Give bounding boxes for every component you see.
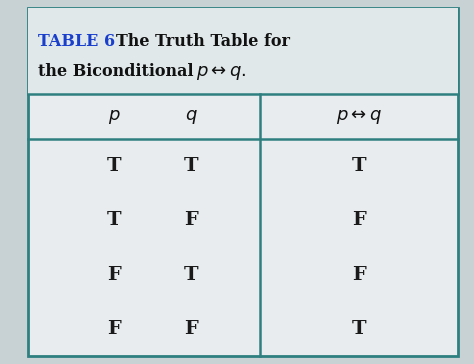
Text: T: T [184, 157, 199, 175]
Text: $q$: $q$ [185, 107, 198, 126]
Text: F: F [184, 320, 198, 338]
Text: the Biconditional: the Biconditional [38, 63, 193, 79]
Bar [28, 8, 458, 94]
Text: T: T [107, 157, 121, 175]
Text: F: F [352, 211, 366, 229]
Text: F: F [107, 320, 121, 338]
Text: T: T [352, 157, 366, 175]
Text: $p$: $p$ [108, 107, 120, 126]
Text: TABLE 6: TABLE 6 [38, 33, 115, 51]
Text: The Truth Table for: The Truth Table for [116, 33, 290, 51]
Text: $p \leftrightarrow q$: $p \leftrightarrow q$ [336, 107, 382, 126]
Text: T: T [352, 320, 366, 338]
Text: T: T [184, 266, 199, 284]
Text: F: F [184, 211, 198, 229]
Text: F: F [107, 266, 121, 284]
Text: T: T [107, 211, 121, 229]
Text: F: F [352, 266, 366, 284]
Text: $p \leftrightarrow q.$: $p \leftrightarrow q.$ [196, 64, 247, 82]
